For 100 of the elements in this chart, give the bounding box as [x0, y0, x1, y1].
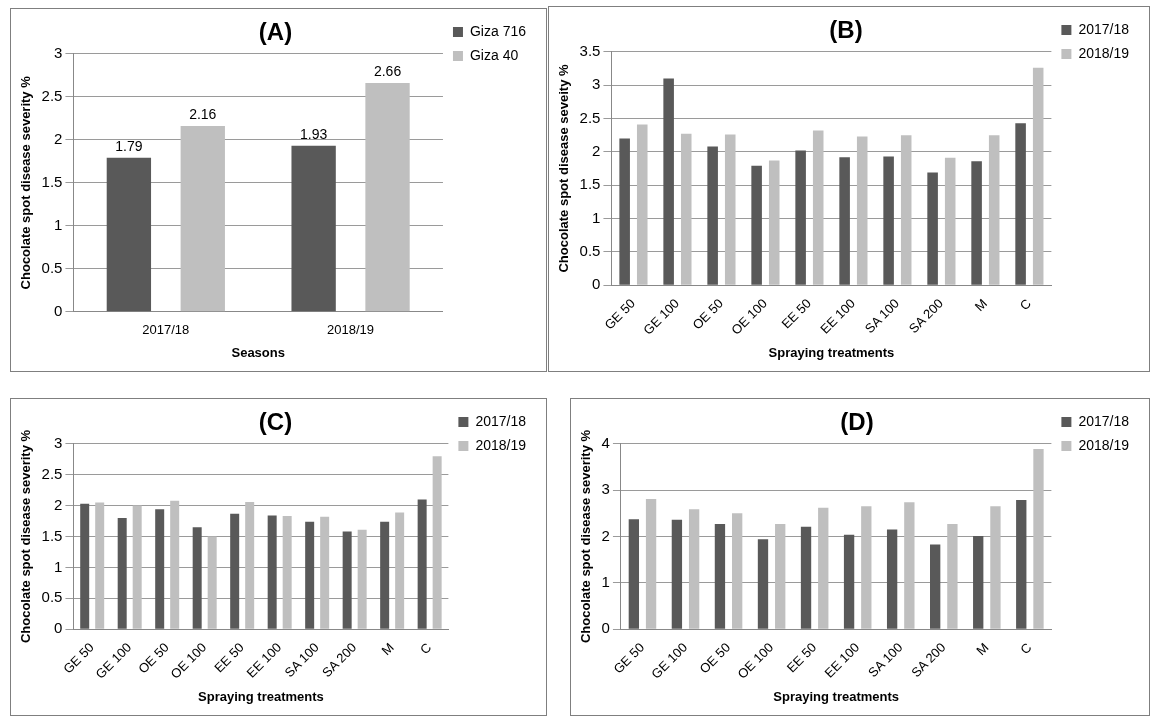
- x-tick-label: OE 50: [689, 295, 727, 333]
- bar: [95, 502, 105, 629]
- bar: [971, 161, 982, 285]
- y-tick-label: 1.5: [41, 526, 63, 544]
- bar: [724, 134, 736, 285]
- x-tick-label: M: [378, 639, 397, 659]
- legend-label: 2017/18: [1078, 20, 1130, 37]
- bar: [180, 126, 225, 312]
- legend-label: Giza 40: [469, 46, 519, 63]
- bar: [155, 509, 165, 629]
- y-tick-label: 1: [592, 208, 601, 226]
- bar: [80, 503, 90, 629]
- bar: [380, 521, 390, 629]
- y-tick-label: 2.5: [579, 108, 601, 126]
- bar: [861, 506, 872, 629]
- bar: [1016, 499, 1027, 629]
- y-tick-label: 3: [54, 433, 63, 451]
- y-tick-label: 0: [54, 301, 63, 319]
- bar: [357, 529, 367, 629]
- bar: [944, 157, 956, 285]
- bar: [795, 150, 806, 285]
- bar: [1032, 67, 1044, 285]
- y-tick-label: 3: [601, 480, 610, 498]
- data-label: 2.16: [189, 105, 217, 122]
- bar: [282, 516, 292, 629]
- y-axis-title: Chocolate spot disease severity %: [18, 75, 34, 290]
- bar: [245, 501, 255, 629]
- bar: [927, 172, 938, 285]
- x-tick-label: OE 100: [734, 639, 777, 682]
- x-tick-label: EE 100: [817, 295, 859, 337]
- bar: [818, 507, 829, 629]
- bar: [707, 146, 718, 285]
- data-label: 1.79: [115, 137, 143, 154]
- x-tick-label: OE 100: [728, 295, 771, 338]
- bar: [990, 506, 1001, 629]
- y-axis-title: Chocolate spot disease severity %: [578, 429, 594, 644]
- bar: [305, 521, 315, 629]
- y-tick-label: 2: [54, 129, 63, 147]
- bar: [619, 138, 630, 285]
- legend-label: 2017/18: [475, 412, 527, 429]
- x-tick-label: SA 100: [865, 639, 906, 681]
- bar: [751, 165, 762, 285]
- data-label: 1.93: [300, 125, 328, 142]
- y-tick-label: 2: [54, 495, 63, 513]
- bar: [628, 519, 640, 629]
- bar: [417, 499, 427, 629]
- bar: [106, 157, 152, 312]
- x-tick-label: M: [971, 295, 991, 315]
- bar: [432, 456, 442, 629]
- bar: [395, 512, 405, 629]
- x-tick-label: EE 50: [778, 295, 815, 332]
- legend-label: Giza 716: [469, 22, 527, 39]
- bar: [883, 156, 894, 285]
- x-tick-label: SA 200: [319, 639, 360, 681]
- chart-title: (B): [829, 16, 863, 44]
- bar: [886, 529, 898, 629]
- y-tick-label: 1: [54, 215, 63, 233]
- x-tick-label: C: [1017, 639, 1035, 657]
- y-tick-label: 2.5: [41, 464, 63, 482]
- y-tick-label: 3: [54, 43, 63, 61]
- bar: [342, 531, 352, 629]
- legend-label: 2018/19: [1078, 44, 1130, 61]
- bar: [1033, 448, 1044, 629]
- y-tick-label: 1: [601, 572, 610, 590]
- y-tick-label: 1: [54, 557, 63, 575]
- y-tick-label: 2.5: [41, 86, 63, 104]
- x-tick-label: SA 200: [905, 295, 947, 337]
- y-tick-label: 2: [601, 526, 610, 544]
- bar: [800, 526, 812, 629]
- bar: [775, 523, 786, 629]
- y-tick-label: 1.5: [579, 175, 601, 193]
- x-axis-title: Spraying treatments: [768, 344, 895, 360]
- bar: [320, 516, 330, 629]
- bar: [768, 160, 780, 285]
- y-axis-title: Chocolate spot disease seveity %: [556, 64, 572, 273]
- bar: [1015, 123, 1026, 285]
- y-tick-label: 0.5: [579, 241, 601, 259]
- y-tick-label: 0: [54, 619, 63, 637]
- bar: [900, 135, 912, 285]
- bar: [757, 539, 769, 629]
- y-tick-label: 2: [592, 141, 601, 159]
- chart-title: (D): [840, 408, 874, 436]
- x-tick-label: SA 100: [861, 295, 903, 337]
- x-tick-label: GE 100: [640, 295, 683, 338]
- bar: [207, 536, 217, 629]
- data-label: 2.66: [373, 62, 402, 79]
- bar: [365, 83, 410, 312]
- bar: [714, 523, 726, 629]
- x-tick-label: C: [1016, 295, 1035, 313]
- y-tick-label: 0.5: [41, 258, 63, 276]
- bar: [904, 502, 915, 629]
- x-tick-label: GE 50: [601, 295, 639, 333]
- y-tick-label: 0: [592, 275, 601, 293]
- chart-title: (C): [258, 408, 293, 436]
- x-tick-label: C: [417, 639, 435, 657]
- bar: [988, 135, 1000, 285]
- bar: [671, 519, 683, 629]
- bar: [132, 505, 142, 629]
- x-tick-label: M: [973, 639, 992, 659]
- x-tick-label: GE 50: [610, 639, 648, 677]
